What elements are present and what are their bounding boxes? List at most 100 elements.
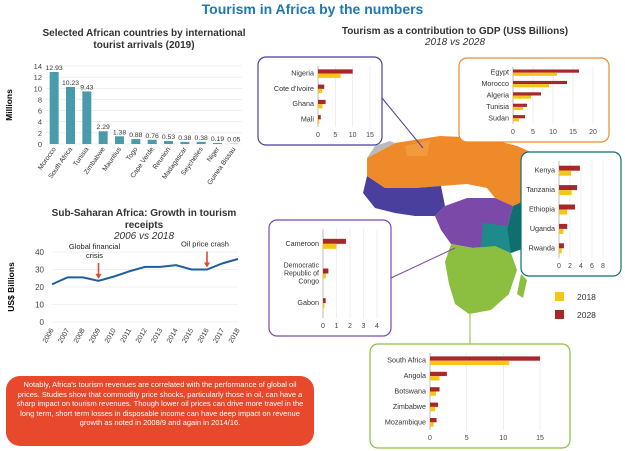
arrivals-xtick: Togo bbox=[125, 146, 139, 162]
arrivals-bar bbox=[66, 87, 75, 144]
gdp-category-label: Rwanda bbox=[529, 243, 555, 252]
gdp-bar-2028 bbox=[559, 165, 580, 171]
arrivals-bar bbox=[196, 141, 206, 144]
gdp-category-label: Sudan bbox=[488, 113, 509, 122]
gdp-xtick: 0 bbox=[428, 435, 432, 442]
gdp-xtick: 2 bbox=[348, 323, 352, 330]
receipts-xtick: 2010 bbox=[104, 327, 118, 344]
gdp-bar-2018 bbox=[513, 118, 519, 122]
gdp-xtick: 2 bbox=[568, 263, 572, 270]
gdp-xtick: 10 bbox=[349, 132, 357, 139]
gdp-category-label: Nigeria bbox=[291, 69, 314, 78]
arrivals-value-label: 0.19 bbox=[211, 136, 224, 143]
gdp-category-label: Mozambique bbox=[385, 417, 426, 426]
gdp-category-label: Cameroon bbox=[285, 239, 319, 248]
arrivals-bar bbox=[213, 142, 222, 144]
gdp-bar-2018 bbox=[513, 72, 557, 76]
gdp-category-label: Tunisia bbox=[486, 102, 509, 111]
gdp-xtick: 0 bbox=[316, 132, 320, 139]
arrivals-chart-plot: 02468101214Millions12.93Morocco10.23Sout… bbox=[4, 62, 242, 186]
gdp-category-label: Morocco bbox=[481, 79, 509, 88]
gdp-bar-2028 bbox=[430, 356, 540, 361]
gdp-bar-2018 bbox=[559, 209, 568, 215]
legend-swatch-2018 bbox=[555, 292, 564, 301]
gdp-bar-2028 bbox=[559, 204, 575, 210]
gdp-bar-2028 bbox=[559, 185, 578, 191]
gdp-xtick: 10 bbox=[499, 435, 507, 442]
gdp-xtick: 15 bbox=[569, 129, 577, 136]
arrivals-value-label: 0.38 bbox=[195, 135, 208, 142]
gdp-bar-2018 bbox=[323, 303, 325, 309]
annotation-arrowhead bbox=[204, 262, 210, 268]
receipts-xtick: 2015 bbox=[181, 327, 195, 344]
gdp-bar-2018 bbox=[559, 190, 572, 196]
gdp-bar-2018 bbox=[430, 422, 434, 427]
panel-connector bbox=[512, 207, 522, 211]
annotation-label: Global financial bbox=[69, 242, 121, 251]
gdp-category-label: Republic of bbox=[284, 271, 319, 278]
arrivals-bar bbox=[49, 71, 59, 144]
receipts-ytick: 30 bbox=[35, 266, 44, 275]
arrivals-value-label: 0.05 bbox=[227, 137, 240, 144]
gdp-bar-2018 bbox=[318, 119, 320, 124]
arrivals-bar bbox=[115, 136, 124, 144]
arrivals-ytick: 0 bbox=[38, 140, 42, 149]
arrivals-value-label: 0.88 bbox=[129, 132, 142, 139]
gdp-category-label: Ghana bbox=[292, 99, 314, 108]
gdp-chart-title: Tourism as a contribution to GDP (US$ Bi… bbox=[341, 26, 569, 37]
arrivals-bar bbox=[147, 139, 157, 144]
gdp-xtick: 5 bbox=[333, 132, 337, 139]
receipts-xtick: 2017 bbox=[212, 327, 226, 344]
arrivals-bar bbox=[164, 141, 173, 144]
receipts-xtick: 2013 bbox=[150, 327, 164, 344]
receipts-xtick: 2007 bbox=[57, 327, 71, 344]
oil-price-note: Notably, Africa's tourism revenues are c… bbox=[6, 376, 314, 446]
gdp-bar-2028 bbox=[513, 103, 527, 107]
gdp-xtick: 0 bbox=[321, 323, 325, 330]
gdp-bar-2018 bbox=[559, 228, 564, 234]
gdp-xtick: 5 bbox=[465, 435, 469, 442]
arrivals-bar bbox=[180, 141, 190, 144]
receipts-chart-subtitle: 2006 vs 2018 bbox=[113, 231, 175, 242]
gdp-xtick: 0 bbox=[511, 129, 515, 136]
arrivals-ytick: 4 bbox=[38, 118, 42, 127]
panel-connector bbox=[381, 97, 424, 149]
receipts-xtick: 2011 bbox=[120, 327, 134, 344]
arrivals-value-label: 0.38 bbox=[178, 135, 191, 142]
arrivals-value-label: 1.38 bbox=[113, 129, 126, 136]
gdp-bar-2028 bbox=[513, 80, 567, 85]
gdp-category-label: Ethiopia bbox=[529, 205, 555, 214]
gdp-bar-2028 bbox=[318, 84, 325, 89]
gdp-xtick: 8 bbox=[601, 263, 605, 270]
arrivals-ytick: 12 bbox=[34, 73, 42, 82]
arrivals-value-label: 12.93 bbox=[46, 65, 63, 72]
arrivals-ylabel: Millions bbox=[4, 89, 14, 121]
receipts-ytick: 20 bbox=[35, 283, 44, 292]
gdp-bar-2018 bbox=[318, 73, 341, 78]
receipts-chart-title: Sub-Saharan Africa: Growth in tourism re… bbox=[51, 208, 237, 231]
legend-label-2028: 2028 bbox=[577, 310, 596, 320]
arrivals-ytick: 8 bbox=[38, 95, 42, 104]
gdp-category-label: South Africa bbox=[387, 356, 426, 365]
gdp-xtick: 20 bbox=[589, 129, 597, 136]
gdp-xtick: 15 bbox=[366, 132, 374, 139]
gdp-xtick: 6 bbox=[590, 263, 594, 270]
panel-connector bbox=[474, 141, 496, 167]
receipts-xtick: 2009 bbox=[88, 327, 102, 344]
gdp-category-label: Cote d'Ivoire bbox=[274, 84, 314, 93]
receipts-line bbox=[51, 258, 239, 286]
gdp-bar-2018 bbox=[430, 360, 510, 366]
gdp-bar-2028 bbox=[323, 238, 346, 244]
receipts-xtick: 2016 bbox=[197, 327, 211, 344]
gdp-xtick: 0 bbox=[557, 263, 561, 270]
arrivals-value-label: 10.23 bbox=[62, 80, 79, 87]
gdp-bar-2018 bbox=[430, 406, 436, 412]
gdp-bar-2018 bbox=[318, 104, 323, 109]
gdp-bar-2018 bbox=[430, 391, 436, 396]
arrivals-chart-title: Selected African countries by internatio… bbox=[42, 28, 246, 51]
receipts-xtick: 2014 bbox=[166, 327, 180, 344]
arrivals-bar bbox=[98, 131, 108, 144]
arrivals-ytick: 6 bbox=[38, 107, 42, 116]
gdp-bar-2028 bbox=[323, 298, 326, 304]
